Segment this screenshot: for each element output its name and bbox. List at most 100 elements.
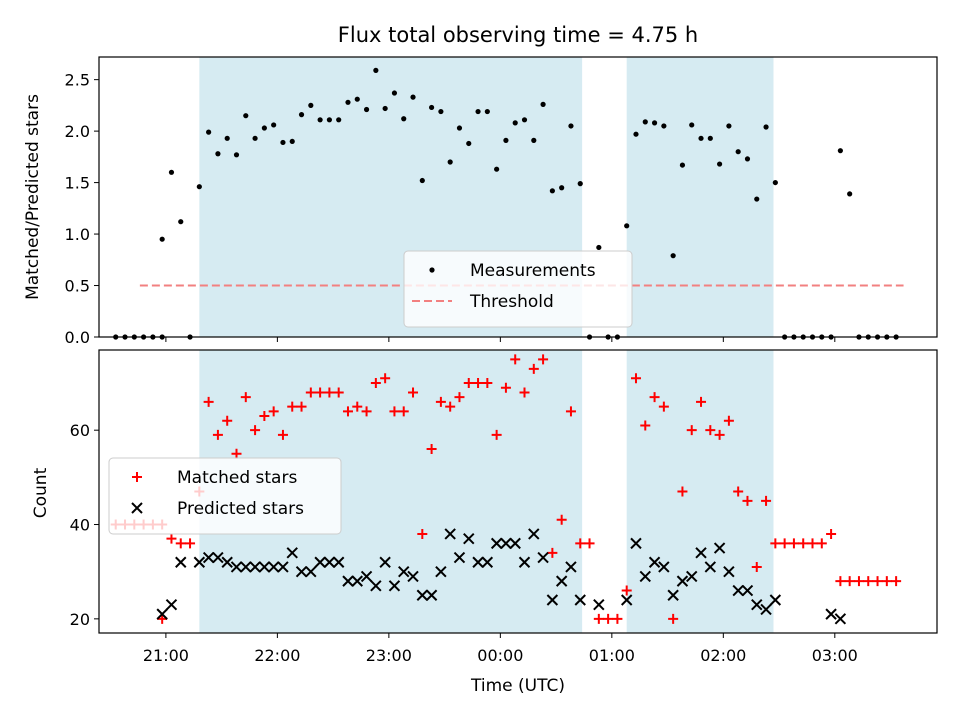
data-point xyxy=(298,112,305,118)
data-point xyxy=(686,570,698,583)
data-point xyxy=(835,576,846,587)
data-point xyxy=(713,542,726,554)
data-point xyxy=(165,598,178,611)
data-point xyxy=(714,429,725,440)
axes-frame xyxy=(98,56,938,338)
data-point xyxy=(593,613,604,624)
data-point xyxy=(286,547,298,559)
data-point xyxy=(679,162,686,168)
data-point xyxy=(175,538,186,549)
data-point xyxy=(417,528,428,539)
data-point xyxy=(863,576,874,587)
y-tick-label: 20 xyxy=(70,610,90,629)
x-tick-label: 00:00 xyxy=(477,646,523,665)
data-point xyxy=(168,169,175,175)
data-point xyxy=(296,401,307,412)
data-point xyxy=(826,528,837,539)
data-point xyxy=(540,101,546,107)
data-point xyxy=(222,415,233,426)
data-point xyxy=(215,151,221,157)
data-point xyxy=(658,561,670,573)
data-point xyxy=(565,561,577,573)
data-point xyxy=(389,406,400,417)
data-point xyxy=(435,565,447,578)
data-point xyxy=(798,538,809,549)
data-point xyxy=(482,378,493,389)
data-point xyxy=(500,382,511,393)
data-point xyxy=(754,196,760,202)
data-point xyxy=(380,373,391,384)
data-point xyxy=(763,124,769,130)
data-point xyxy=(494,166,500,172)
y-tick-label: 0.5 xyxy=(65,277,90,296)
data-point xyxy=(528,363,539,374)
data-point xyxy=(305,387,316,398)
legend-swatch xyxy=(132,472,142,482)
data-point xyxy=(568,123,574,129)
data-point xyxy=(639,570,651,583)
x-tick-label: 01:00 xyxy=(589,646,635,665)
data-point xyxy=(287,401,298,412)
data-point xyxy=(698,135,704,141)
data-point xyxy=(741,584,754,597)
data-point xyxy=(735,149,741,155)
data-point xyxy=(556,514,567,525)
data-point xyxy=(388,580,401,592)
data-point xyxy=(379,556,391,568)
data-point xyxy=(267,561,280,573)
legend-entry: Predicted stars xyxy=(177,499,304,519)
data-point xyxy=(630,537,642,550)
data-point xyxy=(428,104,435,111)
data-point xyxy=(779,538,790,549)
data-point xyxy=(512,120,518,126)
data-point xyxy=(196,184,202,190)
data-point xyxy=(159,236,165,242)
x-tick-label: 22:00 xyxy=(254,646,300,665)
data-point xyxy=(382,105,388,112)
data-point xyxy=(206,129,212,135)
data-point xyxy=(484,108,490,115)
data-point xyxy=(761,495,772,506)
data-point xyxy=(825,608,837,620)
data-point xyxy=(717,161,723,167)
data-point xyxy=(315,387,326,398)
observing-window xyxy=(626,350,774,633)
data-point xyxy=(447,159,453,165)
data-point xyxy=(837,148,843,154)
data-point xyxy=(648,556,661,568)
data-point xyxy=(760,603,772,616)
data-point xyxy=(453,551,466,564)
data-point xyxy=(603,613,614,624)
data-point xyxy=(742,495,753,506)
data-point xyxy=(521,117,528,123)
data-point xyxy=(308,102,314,108)
top-y-axis-label: Matched/Predicted stars xyxy=(23,94,43,300)
data-point xyxy=(642,119,648,125)
data-point xyxy=(658,401,669,412)
data-point xyxy=(370,378,381,389)
data-point xyxy=(419,177,425,184)
data-point xyxy=(332,556,345,568)
data-point xyxy=(361,406,372,417)
legend-entry: Matched stars xyxy=(177,468,297,488)
data-point xyxy=(621,585,632,596)
data-point xyxy=(612,613,623,624)
data-point xyxy=(295,565,308,578)
data-point xyxy=(351,575,363,587)
data-point xyxy=(853,576,864,587)
data-point xyxy=(456,125,463,131)
data-point xyxy=(689,122,695,128)
data-point xyxy=(816,538,827,549)
data-point xyxy=(336,117,342,123)
data-point xyxy=(454,392,465,403)
data-point xyxy=(668,613,679,624)
data-point xyxy=(289,138,295,145)
data-point xyxy=(596,244,602,251)
x-axis-label: Time (UTC) xyxy=(470,676,565,696)
data-point xyxy=(202,551,215,564)
data-point xyxy=(398,565,410,578)
data-point xyxy=(481,556,494,568)
data-point xyxy=(537,551,549,564)
x-tick-label: 02:00 xyxy=(700,646,746,665)
data-point xyxy=(250,425,261,436)
